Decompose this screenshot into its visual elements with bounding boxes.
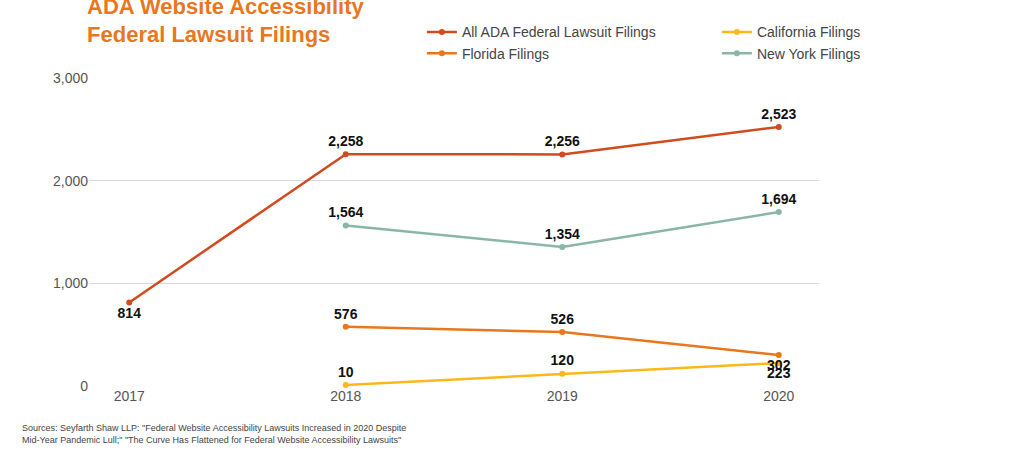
svg-text:Florida Filings: Florida Filings	[462, 46, 549, 62]
svg-text:576: 576	[334, 306, 358, 322]
svg-text:Sources: Seyfarth Shaw LLP: "F: Sources: Seyfarth Shaw LLP: "Federal Web…	[22, 423, 406, 445]
svg-text:2020: 2020	[763, 388, 794, 404]
svg-text:223: 223	[767, 365, 791, 381]
svg-text:2017: 2017	[114, 388, 145, 404]
svg-text:526: 526	[551, 311, 575, 327]
svg-text:1,354: 1,354	[545, 226, 580, 242]
svg-text:All ADA Federal Lawsuit Filing: All ADA Federal Lawsuit Filings	[462, 24, 656, 40]
svg-text:1,564: 1,564	[328, 204, 363, 220]
svg-text:2,000: 2,000	[53, 173, 88, 189]
svg-text:2,258: 2,258	[328, 133, 363, 149]
svg-text:California Filings: California Filings	[757, 24, 860, 40]
svg-text:2019: 2019	[547, 388, 578, 404]
svg-text:1,694: 1,694	[761, 191, 796, 207]
svg-text:120: 120	[551, 352, 575, 368]
svg-text:814: 814	[118, 305, 142, 321]
svg-text:3,000: 3,000	[53, 70, 88, 86]
svg-text:New York Filings: New York Filings	[757, 46, 861, 62]
svg-text:2,256: 2,256	[545, 133, 580, 149]
svg-text:10: 10	[338, 364, 354, 380]
svg-text:2018: 2018	[330, 388, 361, 404]
svg-text:1,000: 1,000	[53, 275, 88, 291]
svg-text:302: 302	[767, 357, 791, 373]
svg-text:ADA Website AccessibilityFeder: ADA Website AccessibilityFederal Lawsuit…	[87, 0, 364, 47]
svg-text:0: 0	[80, 378, 88, 394]
svg-text:2,523: 2,523	[761, 106, 796, 122]
